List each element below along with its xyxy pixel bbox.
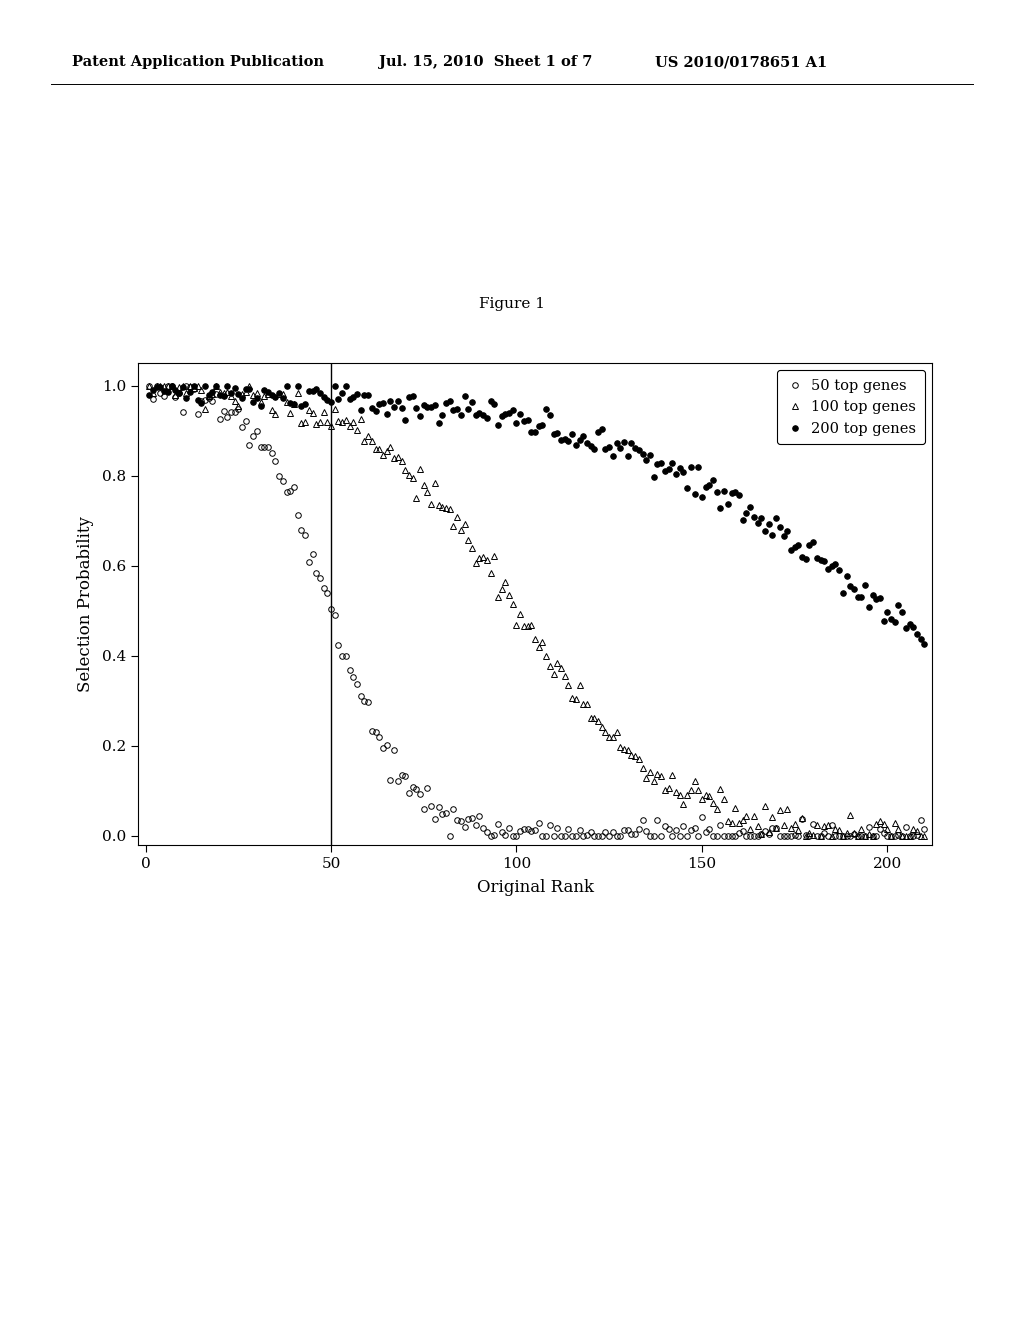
100 top genes	[306, 405, 318, 421]
Text: US 2010/0178651 A1: US 2010/0178651 A1	[655, 55, 827, 70]
50 top genes	[796, 810, 808, 826]
Text: Patent Application Publication: Patent Application Publication	[72, 55, 324, 70]
200 top genes	[919, 636, 931, 652]
Legend: 50 top genes, 100 top genes, 200 top genes: 50 top genes, 100 top genes, 200 top gen…	[777, 371, 925, 445]
200 top genes	[166, 378, 178, 393]
100 top genes	[841, 825, 853, 841]
Line: 100 top genes: 100 top genes	[146, 383, 927, 838]
200 top genes	[151, 379, 163, 395]
200 top genes	[841, 568, 853, 583]
Text: Figure 1: Figure 1	[479, 297, 545, 312]
200 top genes	[514, 407, 526, 422]
50 top genes	[514, 822, 526, 838]
50 top genes	[841, 828, 853, 843]
200 top genes	[532, 418, 545, 434]
200 top genes	[310, 381, 323, 397]
50 top genes	[443, 828, 456, 843]
200 top genes	[796, 549, 808, 565]
100 top genes	[800, 828, 812, 843]
50 top genes	[151, 378, 163, 393]
Line: 50 top genes: 50 top genes	[146, 383, 927, 838]
Y-axis label: Selection Probability: Selection Probability	[77, 516, 94, 692]
200 top genes	[143, 387, 156, 403]
X-axis label: Original Rank: Original Rank	[476, 879, 594, 896]
Line: 200 top genes: 200 top genes	[146, 383, 927, 647]
100 top genes	[919, 828, 931, 843]
100 top genes	[510, 616, 522, 632]
100 top genes	[143, 378, 156, 393]
Text: Jul. 15, 2010  Sheet 1 of 7: Jul. 15, 2010 Sheet 1 of 7	[379, 55, 592, 70]
50 top genes	[143, 378, 156, 393]
100 top genes	[528, 631, 541, 647]
100 top genes	[151, 378, 163, 393]
50 top genes	[919, 821, 931, 837]
50 top genes	[532, 816, 545, 832]
50 top genes	[306, 545, 318, 561]
100 top genes	[793, 822, 805, 838]
